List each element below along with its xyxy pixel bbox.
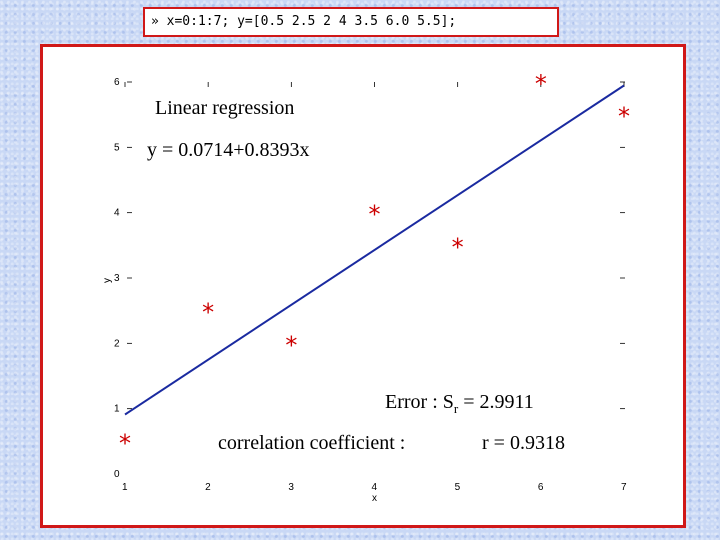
command-line: » x=0:1:7; y=[0.5 2.5 2 4 3.5 6.0 5.5]; xyxy=(143,7,559,37)
data-point: * xyxy=(119,429,131,457)
y-tick-label: 6 xyxy=(114,77,120,88)
data-point: * xyxy=(452,233,464,261)
error-value: = 2.9911 xyxy=(458,391,534,413)
y-tick-label: 0 xyxy=(114,469,120,480)
x-tick-label: 6 xyxy=(538,482,544,493)
x-tick-label: 3 xyxy=(288,482,294,493)
y-tick-label: 2 xyxy=(114,338,120,349)
data-point: * xyxy=(369,201,381,229)
x-tick-label: 1 xyxy=(122,482,128,493)
error-label: Error : S xyxy=(385,391,454,413)
y-tick-label: 1 xyxy=(114,404,120,415)
data-point: * xyxy=(202,299,214,327)
error-annotation: Error : Sr = 2.9911 xyxy=(385,391,534,416)
x-axis-label: x xyxy=(372,493,377,504)
data-point: * xyxy=(285,331,297,359)
y-tick-label: 3 xyxy=(114,273,120,284)
x-tick-label: 2 xyxy=(205,482,211,493)
regression-line xyxy=(124,84,625,416)
correlation-label: correlation coefficient : xyxy=(218,432,405,454)
data-point: * xyxy=(535,70,547,98)
regression-equation: y = 0.0714+0.8393x xyxy=(147,139,310,161)
chart-title: Linear regression xyxy=(155,97,294,119)
error-subscript: r xyxy=(454,401,459,416)
correlation-value: r = 0.9318 xyxy=(482,432,565,454)
x-tick-label: 7 xyxy=(621,482,627,493)
data-point: * xyxy=(618,103,630,131)
y-axis-label: y xyxy=(102,278,113,283)
x-tick-label: 5 xyxy=(455,482,461,493)
plot-frame xyxy=(40,44,686,528)
y-tick-label: 4 xyxy=(114,208,120,219)
x-tick-label: 4 xyxy=(372,482,378,493)
y-tick-label: 5 xyxy=(114,142,120,153)
